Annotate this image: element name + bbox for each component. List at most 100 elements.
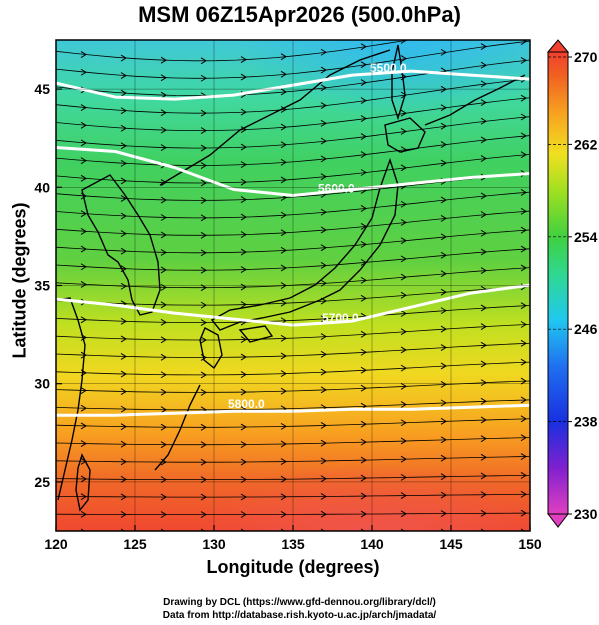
wind-arrow xyxy=(480,472,487,480)
wind-arrow xyxy=(200,319,207,327)
wind-arrow xyxy=(80,139,87,147)
wind-arrow xyxy=(521,20,526,26)
wind-arrow xyxy=(280,264,287,272)
wind-arrow xyxy=(440,473,447,481)
wind-arrow xyxy=(520,490,527,498)
wind-arrow xyxy=(320,386,327,394)
streamline xyxy=(56,493,530,498)
wind-arrow xyxy=(320,173,327,181)
wind-arrow xyxy=(400,382,407,390)
coastline-hokkaido xyxy=(384,117,426,153)
wind-arrow xyxy=(280,440,287,448)
wind-arrow xyxy=(200,458,207,466)
wind-arrow xyxy=(320,475,327,483)
streamline xyxy=(56,342,530,358)
wind-arrow xyxy=(520,245,527,253)
wind-arrow xyxy=(520,528,526,531)
wind-arrow xyxy=(320,279,327,287)
wind-arrow xyxy=(480,267,487,275)
wind-arrow xyxy=(320,528,326,531)
colorbar-tick-label: 238 xyxy=(574,414,598,430)
wind-arrow xyxy=(480,229,487,237)
wind-arrow xyxy=(160,144,167,152)
streamline xyxy=(56,59,530,97)
wind-arrow xyxy=(280,528,286,531)
wind-arrow xyxy=(480,528,486,531)
streamline xyxy=(56,456,530,463)
colorbar-tick-label: 230 xyxy=(574,506,598,522)
streamline xyxy=(56,135,530,166)
wind-arrow xyxy=(80,157,87,165)
wind-arrow xyxy=(120,388,127,396)
wind-arrow xyxy=(280,299,287,307)
wind-arrow xyxy=(80,281,87,288)
wind-arrow xyxy=(280,176,287,184)
x-tick-label: 120 xyxy=(44,536,68,552)
wind-arrow xyxy=(200,179,207,187)
wind-arrow xyxy=(280,510,287,518)
wind-arrow xyxy=(160,476,167,484)
wind-arrow xyxy=(520,453,527,460)
wind-arrow xyxy=(320,510,327,518)
wind-arrow xyxy=(240,108,247,116)
wind-arrow xyxy=(120,212,127,220)
wind-arrow xyxy=(400,255,407,263)
wind-arrow xyxy=(440,380,447,388)
wind-arrow xyxy=(240,511,247,518)
wind-arrow xyxy=(240,371,247,378)
y-tick-label: 45 xyxy=(34,81,50,97)
wind-arrow xyxy=(280,334,287,342)
streamline xyxy=(56,323,530,341)
wind-arrow xyxy=(360,97,367,105)
wind-arrow xyxy=(480,491,487,499)
wind-arrow xyxy=(120,458,127,466)
wind-arrow xyxy=(120,528,126,531)
wind-arrow xyxy=(200,214,207,222)
wind-arrow xyxy=(360,438,367,446)
wind-arrow xyxy=(480,61,487,69)
wind-arrow xyxy=(520,40,527,45)
wind-arrow xyxy=(480,43,487,50)
wind-arrow xyxy=(200,301,207,309)
wind-arrow xyxy=(160,109,167,117)
streamline xyxy=(56,399,530,411)
colorbar-tick-label: 270 xyxy=(574,49,598,65)
wind-arrow xyxy=(240,423,247,431)
wind-arrow xyxy=(400,328,407,336)
wind-streamlines xyxy=(56,20,530,531)
wind-arrow xyxy=(320,48,327,56)
wind-arrow xyxy=(240,458,247,466)
wind-arrow xyxy=(240,476,247,483)
wind-arrow xyxy=(440,344,447,351)
wind-arrow xyxy=(80,387,87,394)
wind-arrow xyxy=(200,127,207,135)
wind-arrow xyxy=(520,434,527,442)
wind-arrow xyxy=(120,493,127,501)
wind-arrow xyxy=(320,155,327,163)
wind-arrow xyxy=(440,399,447,407)
wind-arrow xyxy=(240,73,247,81)
wind-arrow xyxy=(440,233,447,241)
wind-arrow xyxy=(200,162,207,169)
wind-arrow xyxy=(240,213,247,221)
wind-arrow xyxy=(400,273,407,281)
wind-arrow xyxy=(160,388,167,396)
wind-arrow xyxy=(120,440,127,448)
wind-arrow xyxy=(200,511,207,518)
wind-arrow xyxy=(480,360,487,368)
wind-arrow xyxy=(120,423,127,431)
wind-arrow xyxy=(440,214,447,222)
wind-arrow xyxy=(400,510,407,518)
wind-arrow xyxy=(440,362,447,370)
wind-arrow xyxy=(160,353,167,361)
wind-arrow xyxy=(240,388,247,396)
wind-arrow xyxy=(280,211,287,219)
wind-arrow xyxy=(360,61,367,69)
streamline xyxy=(56,229,530,254)
wind-arrow xyxy=(520,94,527,102)
wind-arrow xyxy=(400,164,407,172)
wind-arrow xyxy=(440,104,447,112)
wind-arrow xyxy=(320,439,327,447)
wind-arrow xyxy=(440,454,447,462)
wind-arrow xyxy=(120,159,127,167)
